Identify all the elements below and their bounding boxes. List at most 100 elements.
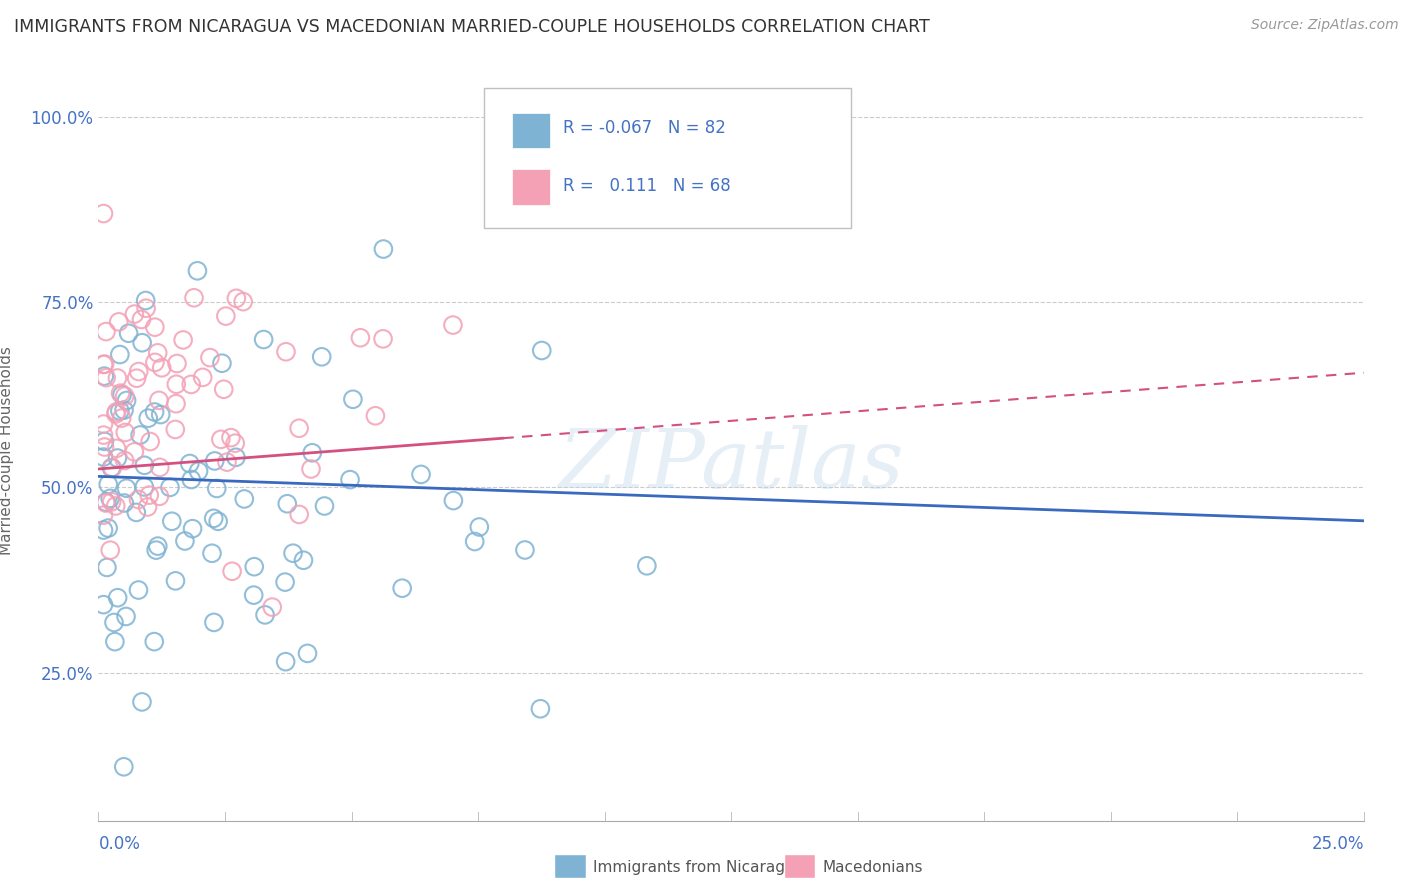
Point: [274, 575, 297, 590]
Point: [391, 581, 413, 595]
Point: [146, 346, 169, 360]
Text: ZIPatlas: ZIPatlas: [558, 425, 904, 505]
Point: [136, 411, 159, 425]
Point: [165, 574, 187, 588]
Point: [138, 488, 160, 502]
Point: [127, 582, 149, 597]
Point: [441, 318, 464, 332]
Point: [145, 543, 167, 558]
Point: [160, 514, 183, 528]
Point: [146, 539, 169, 553]
Point: [100, 460, 122, 475]
Point: [219, 431, 242, 445]
Point: [107, 371, 129, 385]
Point: [115, 609, 138, 624]
Point: [127, 492, 149, 507]
Point: [211, 356, 233, 370]
Point: [143, 355, 166, 369]
Point: [180, 377, 202, 392]
Point: [115, 393, 138, 408]
Point: [108, 404, 131, 418]
Point: [201, 546, 224, 560]
Point: [468, 520, 491, 534]
Point: [172, 333, 194, 347]
Point: [150, 360, 173, 375]
Point: [148, 489, 170, 503]
Point: [93, 206, 115, 220]
Point: [301, 446, 323, 460]
Point: [204, 454, 226, 468]
Point: [215, 309, 238, 323]
Point: [136, 500, 159, 514]
Point: [297, 647, 319, 661]
Point: [205, 482, 228, 496]
Point: [107, 315, 129, 329]
Point: [149, 408, 172, 422]
Point: [128, 365, 150, 379]
Point: [107, 591, 129, 605]
Point: [314, 499, 336, 513]
Point: [464, 534, 486, 549]
Point: [105, 405, 128, 419]
Point: [112, 403, 135, 417]
Point: [371, 332, 394, 346]
Point: [124, 445, 146, 459]
Point: [198, 351, 221, 365]
Point: [114, 425, 136, 440]
Text: R = -0.067   N = 82: R = -0.067 N = 82: [562, 120, 725, 137]
Point: [134, 480, 156, 494]
Point: [134, 458, 156, 473]
Text: 0.0%: 0.0%: [98, 836, 141, 854]
Point: [96, 560, 118, 574]
Point: [135, 293, 157, 308]
Point: [94, 495, 117, 509]
Point: [94, 496, 117, 510]
Point: [183, 291, 205, 305]
Point: [93, 450, 115, 464]
Point: [165, 397, 187, 411]
Point: [233, 491, 256, 506]
Point: [207, 514, 229, 528]
Point: [513, 543, 536, 558]
Point: [143, 320, 166, 334]
Point: [93, 523, 115, 537]
Point: [179, 457, 201, 471]
Point: [111, 388, 134, 402]
Point: [373, 242, 395, 256]
Point: [299, 462, 322, 476]
Point: [243, 559, 266, 574]
Point: [349, 331, 371, 345]
Point: [104, 407, 127, 421]
FancyBboxPatch shape: [484, 87, 851, 228]
Point: [274, 344, 297, 359]
Point: [242, 588, 264, 602]
Point: [159, 480, 181, 494]
Bar: [512, 113, 550, 148]
Point: [186, 264, 208, 278]
Point: [292, 553, 315, 567]
Point: [100, 495, 122, 509]
Text: Macedonians: Macedonians: [823, 860, 922, 874]
Text: R =   0.111   N = 68: R = 0.111 N = 68: [562, 178, 731, 195]
Point: [636, 558, 658, 573]
Point: [281, 546, 304, 560]
Point: [131, 695, 153, 709]
Point: [165, 377, 187, 392]
Point: [187, 464, 209, 478]
Point: [103, 615, 125, 630]
Y-axis label: Married-couple Households: Married-couple Households: [0, 346, 14, 555]
Point: [288, 508, 311, 522]
Point: [311, 350, 333, 364]
Point: [98, 543, 121, 558]
Point: [93, 598, 115, 612]
Point: [93, 417, 115, 431]
Point: [115, 481, 138, 495]
Point: [364, 409, 387, 423]
Point: [191, 370, 214, 384]
Point: [202, 615, 225, 630]
Point: [93, 358, 115, 372]
Point: [530, 343, 553, 358]
Point: [143, 405, 166, 419]
Point: [166, 357, 188, 371]
Point: [114, 453, 136, 467]
